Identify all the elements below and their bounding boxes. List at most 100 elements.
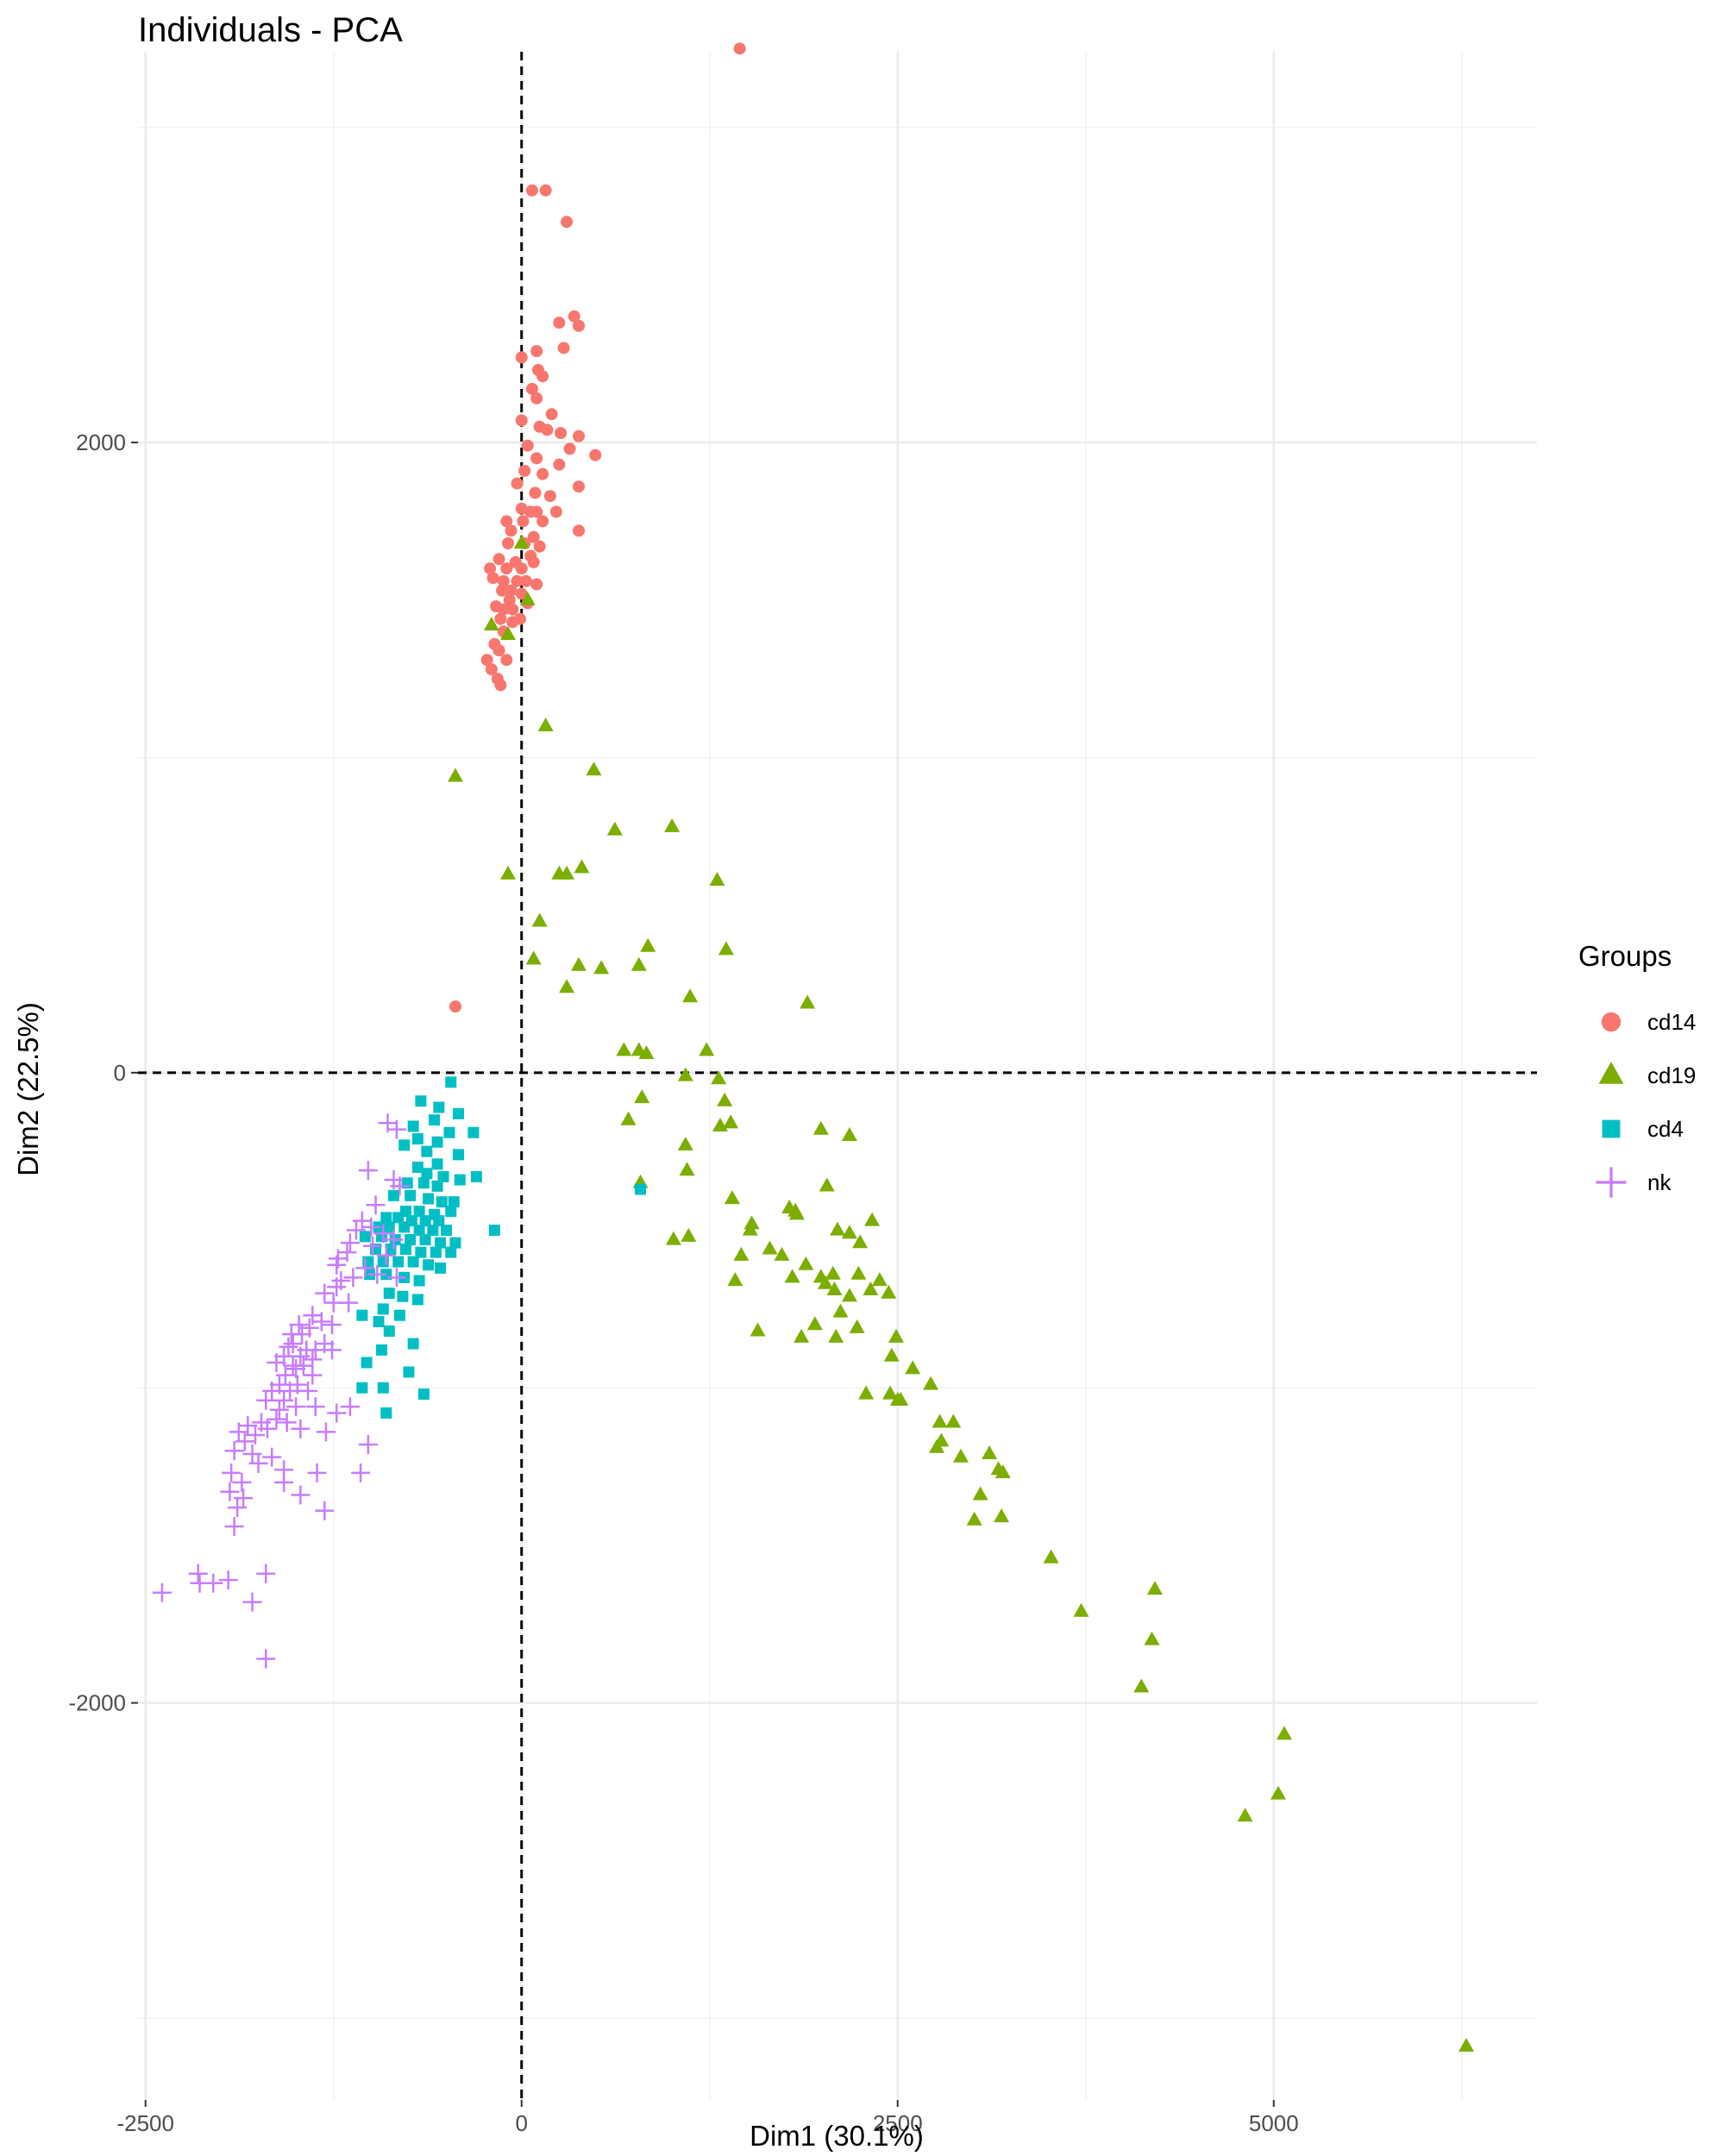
cd19-point: [994, 1508, 1010, 1523]
nk-point: [298, 1381, 318, 1401]
cd14-point: [533, 540, 546, 553]
cd19-point: [832, 1303, 849, 1318]
legend-items: cd14 cd19 cd4 nk: [1596, 1009, 1696, 1198]
cd19-point: [841, 1225, 857, 1239]
cd19-point: [448, 768, 464, 782]
legend-label-cd14: cd14: [1647, 1009, 1696, 1035]
nk-point: [269, 1400, 289, 1420]
cd14-point: [553, 317, 566, 329]
cd19-point: [638, 1045, 655, 1060]
cd19-point: [1073, 1602, 1089, 1617]
cd19-point: [537, 718, 554, 732]
cd19-point: [888, 1328, 905, 1343]
cd4-point: [433, 1215, 445, 1227]
cd4-point: [419, 1215, 431, 1227]
cd14-point: [568, 310, 580, 323]
nk-point: [235, 1432, 254, 1451]
series-cd4: [356, 1076, 647, 1419]
nk-point: [305, 1397, 325, 1417]
cd14-point: [480, 654, 493, 667]
cd14-point: [539, 184, 552, 197]
cd14-point: [527, 555, 540, 568]
cd19-point: [945, 1413, 962, 1428]
cd4-point: [433, 1101, 445, 1113]
cd19-point: [750, 1322, 766, 1337]
cd14-point: [494, 679, 507, 692]
legend-key-cd19: [1598, 1062, 1624, 1084]
cd4-point: [415, 1095, 427, 1107]
cd14-point: [525, 382, 538, 395]
cd19-point: [709, 872, 725, 887]
nk-point: [277, 1413, 297, 1432]
cd4-point: [380, 1212, 392, 1224]
cd4-point: [431, 1136, 443, 1148]
cd14-point: [536, 467, 549, 480]
nk-point: [222, 1463, 242, 1482]
cd4-point: [437, 1170, 449, 1182]
nk-point: [340, 1233, 360, 1253]
cd19-point: [819, 1177, 835, 1192]
cd19-point: [830, 1221, 845, 1236]
nk-point: [390, 1176, 410, 1196]
cd4-point: [427, 1225, 439, 1237]
nk-point: [315, 1334, 335, 1354]
cd19-point: [679, 1162, 695, 1176]
cd14-point: [536, 515, 549, 528]
cd19-point: [929, 1438, 945, 1453]
cd19-point: [1043, 1549, 1059, 1564]
cd4-point: [377, 1382, 389, 1394]
legend-key-nk: [1596, 1167, 1627, 1198]
cd14-point: [521, 439, 534, 452]
nk-point: [286, 1397, 306, 1417]
cd4-point: [397, 1290, 409, 1302]
nk-point: [262, 1447, 282, 1467]
nk-point: [279, 1337, 298, 1357]
series-cd14: [449, 42, 746, 1013]
nk-point: [367, 1264, 387, 1284]
cd4-point: [413, 1275, 425, 1287]
cd19-point: [972, 1486, 988, 1501]
cd4-point: [417, 1388, 430, 1401]
nk-point: [307, 1463, 327, 1482]
nk-point: [303, 1365, 323, 1385]
cd19-point: [864, 1212, 881, 1226]
cd19-point: [800, 994, 816, 1009]
nk-point: [188, 1564, 208, 1583]
cd4-point: [419, 1234, 431, 1245]
series-cd19: [448, 535, 1475, 2052]
nk-point: [228, 1498, 248, 1518]
cd19-point: [812, 1120, 829, 1135]
nk-point: [274, 1390, 294, 1410]
cd14-point: [518, 464, 531, 477]
cd19-point: [525, 950, 542, 965]
cd19-point: [818, 1275, 834, 1289]
cd4-point: [393, 1309, 405, 1321]
cd4-point: [383, 1325, 395, 1337]
cd4-point: [405, 1189, 417, 1201]
cd14-point: [484, 562, 497, 575]
cd4-point: [356, 1382, 368, 1394]
cd4-point: [411, 1294, 423, 1306]
cd19-point: [841, 1288, 857, 1302]
cd4-point: [635, 1183, 647, 1195]
nk-point: [256, 1649, 276, 1669]
cd19-point: [994, 1463, 1011, 1478]
legend: Groups cd14 cd19 cd4 nk: [1578, 940, 1696, 1198]
cd4-point: [377, 1303, 389, 1315]
cd19-point: [571, 956, 587, 971]
cd19-point: [559, 979, 575, 993]
cd19-point: [1458, 2037, 1475, 2052]
cd4-point: [445, 1246, 457, 1258]
cd4-point: [441, 1225, 453, 1237]
nk-point: [386, 1268, 406, 1288]
nk-point: [355, 1258, 375, 1278]
cd4-point: [413, 1225, 425, 1237]
cd19-point: [1133, 1678, 1150, 1693]
cd19-point: [862, 1282, 879, 1296]
cd4-point: [383, 1288, 395, 1300]
reference-lines: [138, 52, 1537, 2100]
cd19-point: [711, 1070, 727, 1085]
cd14-point: [557, 342, 570, 354]
y-axis-title: Dim2 (22.5%): [12, 1002, 44, 1176]
nk-point: [256, 1564, 276, 1583]
